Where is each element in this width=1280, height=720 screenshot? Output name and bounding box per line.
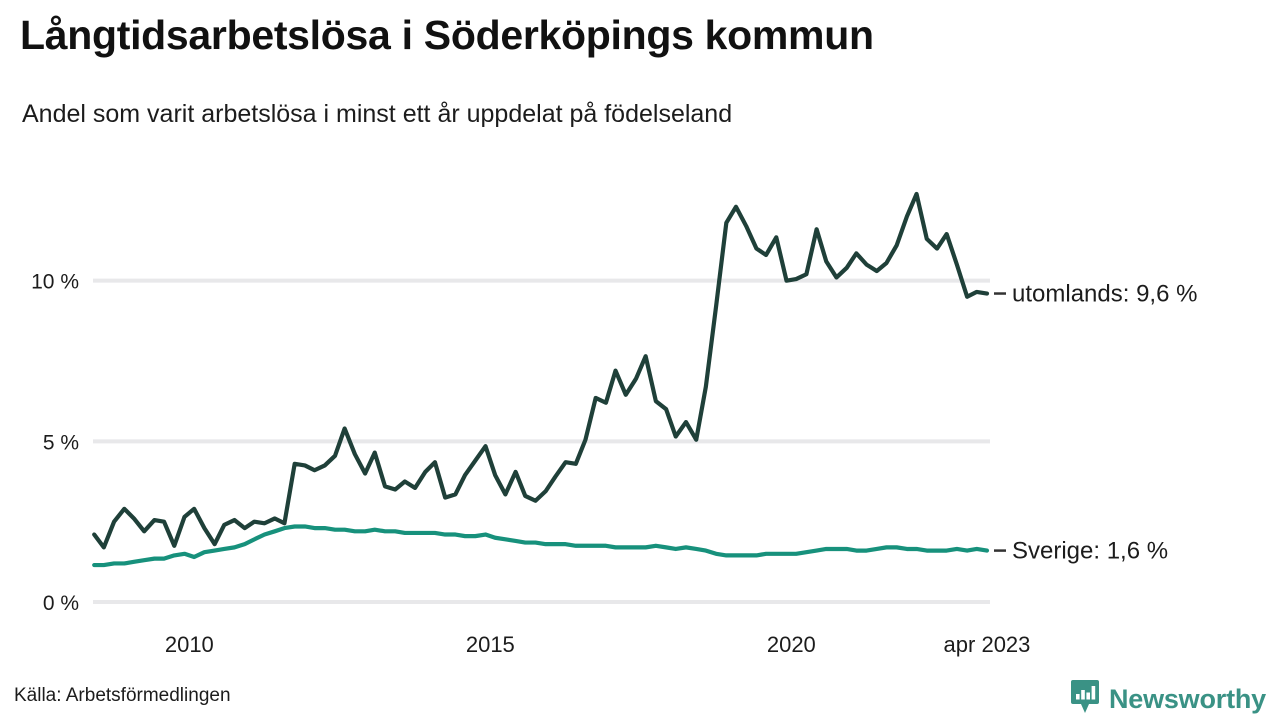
x-axis-tick-label: 2010 (165, 632, 214, 657)
x-axis-ticks-group: 2010 2015 2020 apr 2023 (165, 632, 1031, 657)
brand-name: Newsworthy (1108, 684, 1266, 714)
x-axis-tick-label: 2020 (767, 632, 816, 657)
x-axis-tick-label: apr 2023 (944, 632, 1031, 657)
brand-logo[interactable]: Newsworthy (1070, 679, 1266, 720)
series-line-sverige (92, 524, 990, 568)
series-label-sverige: Sverige: 1,6 % (1012, 538, 1168, 565)
x-axis-tick-label: 2015 (466, 632, 515, 657)
y-axis-tick-label: 5 % (43, 431, 79, 454)
pin-icon-svg (1070, 680, 1099, 713)
y-axis-tick-label: 10 % (31, 271, 79, 294)
newsworthy-pin-barchart-icon (1070, 679, 1100, 720)
gridlines-group (93, 278, 990, 604)
series-label-utomlands: utomlands: 9,6 % (1012, 281, 1197, 308)
source-note: Källa: Arbetsförmedlingen (14, 685, 231, 706)
series-lines-group (92, 191, 990, 568)
series-line-utomlands (92, 191, 990, 550)
y-axis-ticks-group: 0 % 5 % 10 % (31, 271, 79, 615)
page-title: Långtidsarbetslösa i Söderköpings kommun (20, 12, 874, 58)
series-labels-group: utomlands: 9,6 % Sverige: 1,6 % (994, 281, 1197, 565)
page-subtitle: Andel som varit arbetslösa i minst ett å… (22, 100, 733, 128)
y-axis-tick-label: 0 % (43, 592, 79, 615)
